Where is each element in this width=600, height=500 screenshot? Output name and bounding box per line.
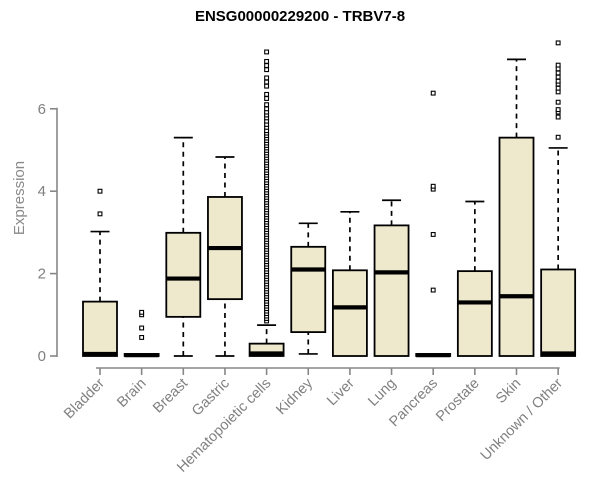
box-group-kidney <box>290 222 327 355</box>
outlier-point <box>139 325 145 331</box>
x-tick-label-lung: Lung <box>365 376 399 410</box>
y-axis-title: Expression <box>11 161 28 235</box>
outlier-point <box>430 183 436 189</box>
x-tick-label-bladder: Bladder <box>61 375 108 422</box>
box-group-liver <box>331 210 368 357</box>
box-group-lung <box>373 199 410 357</box>
outlier-point <box>555 114 561 120</box>
box-rect <box>290 245 327 334</box>
x-tick-label-brain: Brain <box>114 376 149 411</box>
outlier-point <box>264 96 270 101</box>
outlier-point <box>264 67 270 73</box>
outlier-point <box>430 232 436 237</box>
outlier-point <box>139 335 145 340</box>
box-rect <box>498 136 535 357</box>
outlier-point <box>264 106 270 112</box>
x-tick-label-kidney: Kidney <box>273 375 316 418</box>
box-group-hematopoietic-cells <box>248 49 285 357</box>
y-tick-label: 2 <box>38 266 46 283</box>
box-group-skin <box>498 58 535 357</box>
box-rect <box>540 268 577 357</box>
box-rect <box>82 300 118 357</box>
x-tick-label-breast: Breast <box>150 376 191 417</box>
outlier-point <box>264 75 270 81</box>
y-tick-label: 0 <box>38 348 46 365</box>
y-tick-label: 4 <box>38 183 46 200</box>
outlier-point <box>139 309 145 315</box>
box-group-brain <box>123 309 160 358</box>
outlier-point <box>264 102 270 108</box>
x-tick-label-liver: Liver <box>324 375 358 409</box>
outlier-point <box>264 58 270 64</box>
outlier-point <box>264 83 270 89</box>
outlier-point <box>97 211 103 217</box>
outlier-point <box>555 70 561 76</box>
box-group-unknown-other <box>540 40 577 357</box>
outlier-point <box>555 40 561 46</box>
outlier-point <box>430 287 436 293</box>
outlier-point <box>555 107 561 113</box>
box-rect <box>331 269 368 357</box>
box-group-pancreas <box>415 90 452 358</box>
y-tick-label: 6 <box>38 101 46 118</box>
chart-title: ENSG00000229200 - TRBV7-8 <box>195 8 405 25</box>
box-rect <box>373 224 410 357</box>
outlier-point <box>264 63 270 68</box>
outlier-point <box>555 134 561 140</box>
box-rect <box>456 270 493 357</box>
outlier-point <box>555 62 561 68</box>
box-group-bladder <box>82 188 118 357</box>
outlier-point <box>555 99 561 105</box>
outlier-point <box>555 74 561 80</box>
box-group-prostate <box>456 200 493 357</box>
outlier-point <box>264 79 270 85</box>
outlier-point <box>555 85 561 91</box>
outlier-point <box>264 49 270 55</box>
box-group-gastric <box>207 156 243 357</box>
box-rect <box>165 231 202 318</box>
x-tick-label-prostate: Prostate <box>433 376 482 425</box>
outlier-point <box>555 78 561 84</box>
x-tick-label-skin: Skin <box>493 376 524 407</box>
outlier-point <box>264 91 270 97</box>
outlier-point <box>430 90 436 96</box>
outlier-point <box>97 188 103 194</box>
box-group-breast <box>165 136 202 357</box>
